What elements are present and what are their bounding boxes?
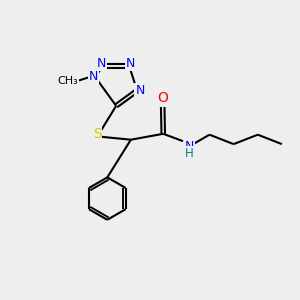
Text: O: O xyxy=(157,92,168,106)
Text: N: N xyxy=(89,70,98,83)
Text: N: N xyxy=(185,140,194,153)
Text: H: H xyxy=(185,147,194,160)
Text: N: N xyxy=(135,84,145,97)
Text: CH₃: CH₃ xyxy=(57,76,78,86)
Text: S: S xyxy=(93,127,101,141)
Text: N: N xyxy=(97,57,106,70)
Text: N: N xyxy=(126,57,135,70)
